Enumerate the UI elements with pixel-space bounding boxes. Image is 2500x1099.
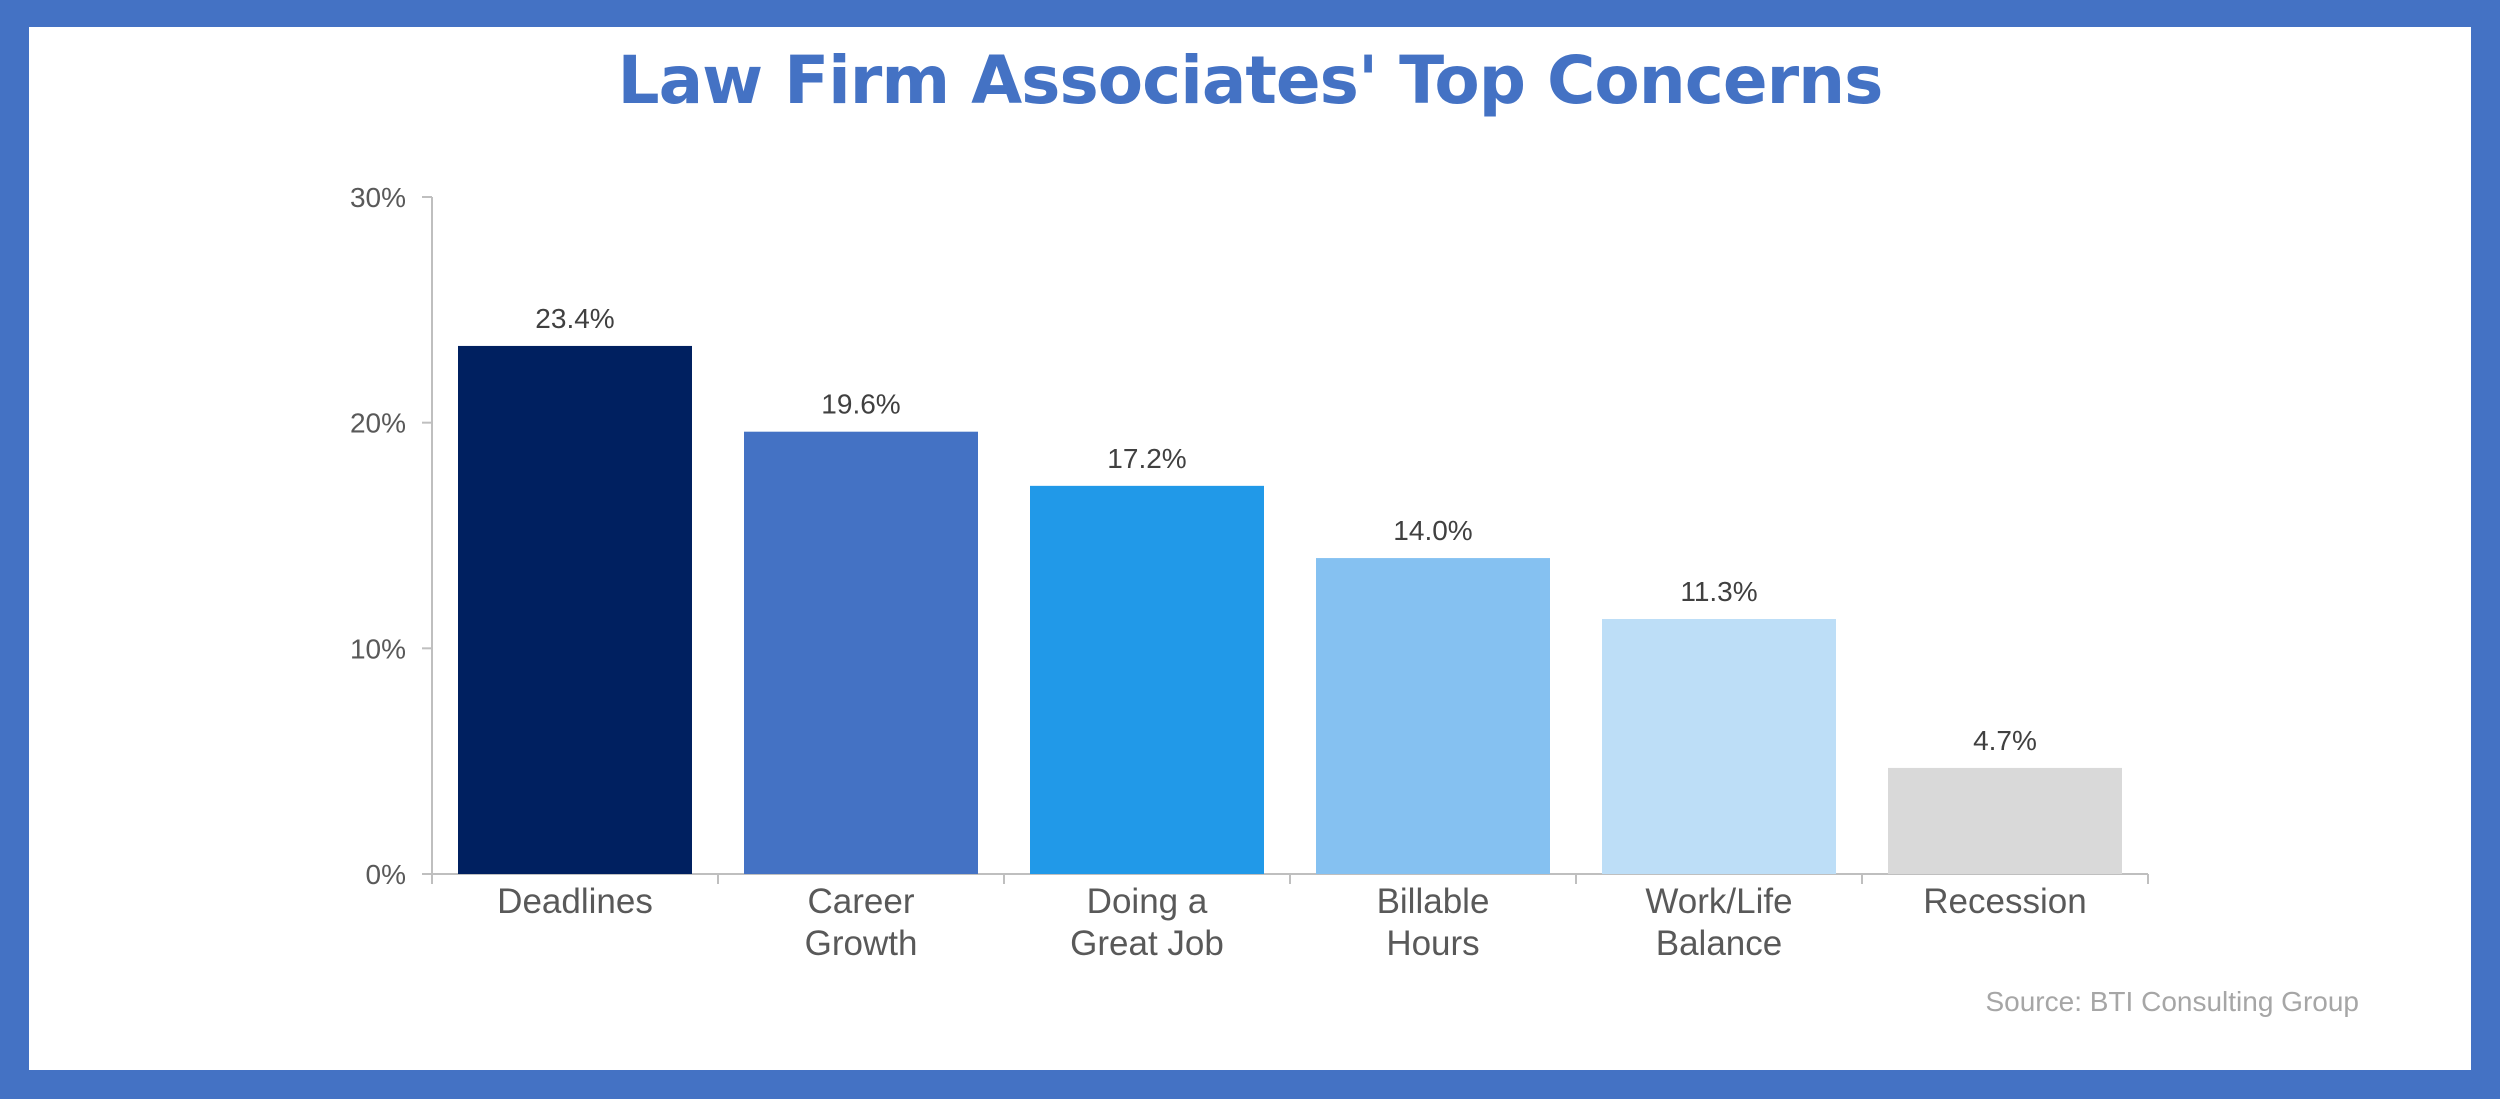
data-label: 23.4%: [535, 303, 614, 334]
chart-title: Law Firm Associates' Top Concerns: [617, 42, 1884, 119]
bar: [1316, 558, 1550, 874]
data-label: 14.0%: [1393, 515, 1472, 546]
category-label: Career Growth: [805, 882, 918, 963]
data-label: 17.2%: [1107, 443, 1186, 474]
category-label: Doing a Great Job: [1070, 882, 1224, 963]
y-tick-label: 30%: [350, 182, 406, 213]
y-tick-label: 0%: [366, 859, 406, 890]
bar: [458, 345, 692, 874]
category-label: Deadlines: [497, 882, 653, 921]
data-label: 4.7%: [1973, 725, 2037, 756]
data-label: 19.6%: [821, 389, 900, 420]
category-label: Billable Hours: [1377, 882, 1490, 963]
data-label: 11.3%: [1680, 576, 1757, 607]
source-note: Source: BTI Consulting Group: [1985, 986, 2359, 1017]
category-label: Work/Life Balance: [1645, 882, 1792, 963]
bar: [1602, 618, 1836, 874]
bar: [1888, 767, 2122, 874]
bar: [1030, 485, 1264, 874]
y-tick-label: 20%: [350, 408, 406, 439]
bar: [744, 431, 978, 874]
category-label: Recession: [1923, 882, 2086, 921]
y-tick-label: 10%: [350, 633, 406, 664]
